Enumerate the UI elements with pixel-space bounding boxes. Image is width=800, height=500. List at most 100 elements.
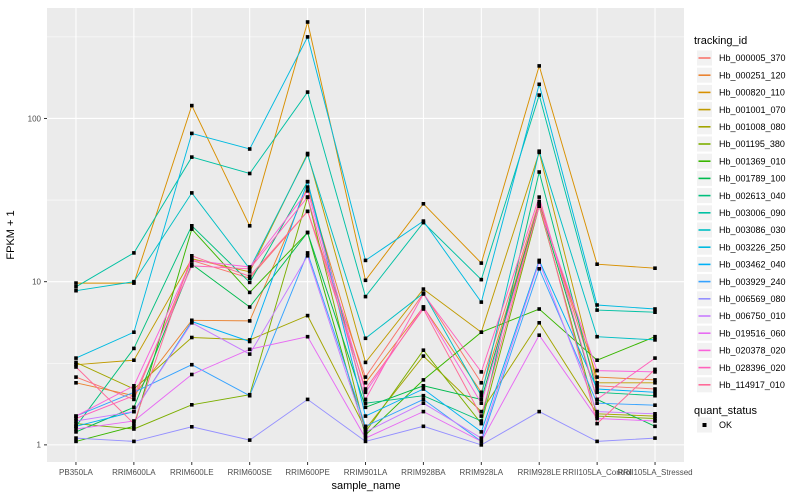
data-point — [363, 433, 368, 437]
data-point — [132, 387, 136, 391]
data-point — [305, 152, 310, 157]
data-point — [190, 372, 194, 377]
data-point — [595, 375, 599, 379]
data-point — [247, 274, 252, 278]
x-tick-label: RRIM600LE — [170, 468, 214, 477]
data-point — [190, 258, 194, 263]
legend-item-label: Hb_001789_100 — [719, 174, 786, 184]
data-point — [421, 397, 426, 402]
data-point — [595, 308, 599, 312]
data-point — [479, 439, 484, 444]
data-point — [537, 202, 541, 206]
data-point — [190, 425, 194, 429]
data-point — [537, 307, 541, 311]
data-point — [247, 393, 252, 398]
data-point — [132, 397, 136, 402]
data-point — [132, 384, 136, 388]
data-point — [190, 264, 194, 268]
legend-item-label: Hb_001369_010 — [719, 156, 786, 166]
data-point — [74, 365, 78, 369]
legend-item-label: Hb_003226_250 — [719, 242, 786, 252]
data-point — [247, 319, 252, 323]
data-point — [421, 348, 426, 352]
data-point — [132, 427, 136, 431]
data-point — [190, 321, 194, 325]
data-point — [653, 390, 657, 395]
data-point — [74, 436, 78, 440]
legend-item-label: Hb_000005_370 — [719, 53, 786, 63]
legend-item-label: Hb_114917_010 — [719, 380, 785, 390]
data-point — [653, 367, 657, 372]
data-point — [595, 390, 599, 395]
data-point — [595, 368, 599, 373]
data-point — [363, 258, 368, 263]
data-point — [595, 439, 599, 444]
legend-item: Hb_000251_120 — [697, 67, 786, 83]
data-point — [74, 419, 78, 423]
x-tick-label: RRIM600PE — [285, 468, 329, 477]
data-point — [537, 199, 541, 204]
data-point — [595, 397, 599, 402]
legend-item-label: Hb_001195_380 — [719, 139, 785, 149]
data-point — [305, 254, 310, 258]
data-point — [305, 397, 310, 402]
data-point — [363, 336, 368, 341]
legend-item-label: Hb_001008_080 — [719, 122, 786, 132]
data-point — [305, 313, 310, 318]
legend-item: Hb_003006_090 — [697, 205, 786, 221]
data-point — [653, 419, 657, 423]
data-point — [537, 64, 541, 68]
data-point — [479, 277, 484, 282]
data-point — [479, 261, 484, 265]
data-point — [74, 362, 78, 367]
data-point — [74, 439, 78, 444]
data-point — [190, 335, 194, 340]
data-point — [595, 412, 599, 416]
data-point — [421, 287, 426, 291]
data-point — [363, 436, 368, 440]
legend-item-label: Hb_000820_110 — [719, 88, 785, 98]
data-point — [421, 378, 426, 382]
data-point — [421, 384, 426, 388]
data-point — [74, 285, 78, 289]
legend-item-label: Hb_006750_010 — [719, 311, 786, 321]
data-point — [595, 401, 599, 405]
data-point — [190, 155, 194, 159]
data-point — [305, 189, 310, 193]
data-point — [421, 292, 426, 296]
data-point — [190, 254, 194, 258]
data-point — [653, 378, 657, 382]
data-point — [363, 360, 368, 365]
data-point — [74, 427, 78, 431]
data-point — [653, 424, 657, 429]
y-tick-label: 100 — [28, 114, 42, 123]
data-point — [595, 414, 599, 418]
data-point — [74, 421, 78, 426]
data-point — [132, 421, 136, 426]
data-point — [653, 334, 657, 339]
x-axis-title: sample_name — [331, 480, 400, 492]
data-point — [305, 20, 310, 24]
legend-item: Hb_000005_370 — [697, 50, 786, 66]
data-point — [247, 339, 252, 344]
data-point — [479, 390, 484, 395]
data-point — [74, 416, 78, 421]
data-point — [595, 303, 599, 307]
data-point — [190, 227, 194, 231]
data-point — [247, 280, 252, 285]
legend-item: Hb_000820_110 — [697, 84, 785, 100]
data-point — [479, 430, 484, 434]
data-point — [653, 381, 657, 385]
data-point — [363, 414, 368, 418]
data-point — [479, 409, 484, 414]
data-point — [421, 202, 426, 206]
data-point — [595, 416, 599, 421]
data-point — [479, 300, 484, 304]
legend-item: Hb_114917_010 — [697, 377, 785, 393]
legend-item-label: Hb_019516_060 — [719, 328, 786, 338]
legend-item: Hb_001195_380 — [697, 136, 785, 152]
data-point — [132, 405, 136, 410]
data-point — [479, 414, 484, 418]
data-point — [479, 397, 484, 402]
data-point — [247, 352, 252, 356]
